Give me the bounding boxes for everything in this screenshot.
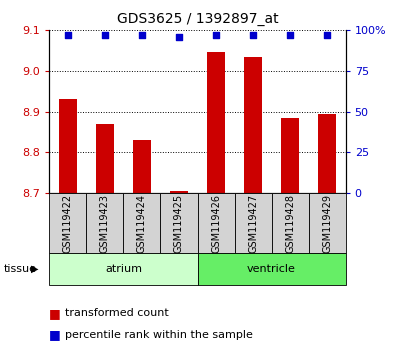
Text: GSM119422: GSM119422 xyxy=(63,193,73,253)
Text: ventricle: ventricle xyxy=(247,264,296,274)
Bar xyxy=(133,140,151,193)
Point xyxy=(324,32,330,38)
Text: GSM119425: GSM119425 xyxy=(174,193,184,253)
Bar xyxy=(207,52,225,193)
Point xyxy=(176,34,182,39)
Text: transformed count: transformed count xyxy=(65,308,169,318)
Bar xyxy=(96,124,114,193)
Bar xyxy=(244,57,262,193)
Point xyxy=(250,32,256,38)
Bar xyxy=(318,114,337,193)
Text: ■: ■ xyxy=(49,307,61,320)
Point xyxy=(139,32,145,38)
Text: tissue: tissue xyxy=(4,264,37,274)
Bar xyxy=(281,118,299,193)
Point xyxy=(213,32,219,38)
Point xyxy=(102,32,108,38)
Text: GSM119423: GSM119423 xyxy=(100,194,110,252)
Text: percentile rank within the sample: percentile rank within the sample xyxy=(65,330,253,339)
Text: ■: ■ xyxy=(49,328,61,341)
Text: atrium: atrium xyxy=(105,264,142,274)
Text: GSM119428: GSM119428 xyxy=(285,194,295,252)
Point xyxy=(65,32,71,38)
Text: ▶: ▶ xyxy=(31,264,38,274)
Bar xyxy=(58,99,77,193)
Text: GSM119427: GSM119427 xyxy=(248,193,258,253)
Text: GSM119426: GSM119426 xyxy=(211,194,221,252)
Text: GDS3625 / 1392897_at: GDS3625 / 1392897_at xyxy=(117,12,278,27)
Point xyxy=(287,32,293,38)
Text: GSM119424: GSM119424 xyxy=(137,194,147,252)
Bar xyxy=(170,191,188,193)
Text: GSM119429: GSM119429 xyxy=(322,194,332,252)
